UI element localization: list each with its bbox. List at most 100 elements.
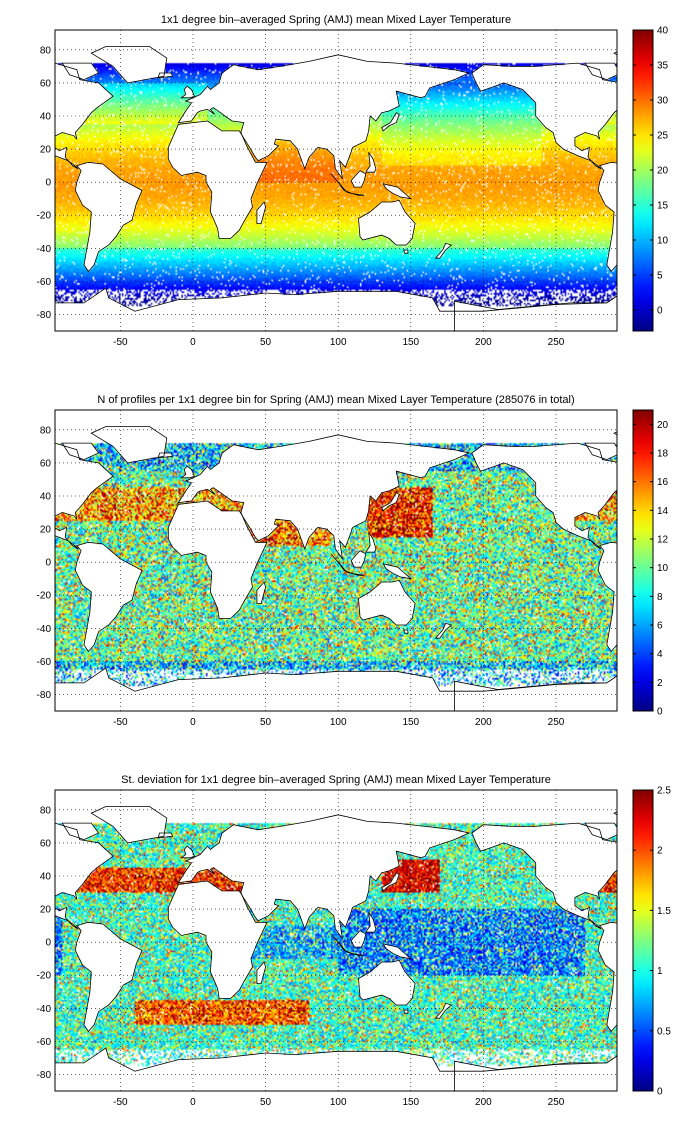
coastline	[358, 199, 416, 246]
coastline	[691, 121, 696, 238]
colorbar-tick-label: 2	[657, 678, 663, 689]
x-tick-label: 0	[190, 1097, 196, 1108]
coastline	[350, 930, 367, 948]
panel-profile-count: N of profiles per 1x1 degree bin for Spr…	[0, 380, 696, 760]
colorbar	[632, 29, 654, 332]
coastline	[157, 452, 174, 459]
y-tick-label: 0	[45, 178, 51, 189]
x-tick-label: 150	[402, 717, 419, 728]
x-tick-label: 100	[330, 717, 347, 728]
y-tick-label: 20	[40, 905, 52, 916]
x-tick-label: 100	[330, 1097, 347, 1108]
y-tick-label: -60	[37, 1037, 52, 1048]
colorbar-tick-label: 40	[657, 26, 669, 37]
coastline	[382, 563, 413, 580]
coastlines	[55, 806, 696, 1091]
colorbar-tick-label: 0	[657, 1087, 663, 1098]
x-tick-label: 150	[402, 1097, 419, 1108]
coastline	[74, 541, 143, 653]
coastline	[74, 161, 143, 273]
y-tick-label: -60	[37, 657, 52, 668]
y-tick-label: 20	[40, 145, 52, 156]
colorbar-tick-label: 20	[657, 420, 669, 431]
coastline	[365, 912, 377, 933]
y-tick-label: 0	[45, 558, 51, 569]
x-tick-label: 0	[190, 337, 196, 348]
y-tick-label: -40	[37, 244, 52, 255]
colorbar-tick-label: 0	[657, 707, 663, 718]
coastline	[55, 667, 617, 711]
coastline	[382, 183, 413, 200]
coastline	[358, 579, 416, 626]
y-tick-label: 80	[40, 45, 52, 56]
coastline	[691, 501, 696, 618]
coastline	[256, 581, 267, 604]
coastline	[177, 434, 471, 560]
chart-title: St. deviation for 1x1 degree bin–average…	[121, 774, 551, 786]
colorbar-tick-label: 10	[657, 563, 669, 574]
coastline	[681, 453, 696, 458]
y-tick-label: 60	[40, 838, 52, 849]
coastline	[167, 120, 268, 239]
coastline	[691, 881, 696, 998]
panel-temperature: 1x1 degree bin–averaged Spring (AMJ) mea…	[0, 0, 696, 380]
coastline	[177, 814, 471, 940]
y-tick-label: 60	[40, 458, 52, 469]
colorbar-tick-label: 8	[657, 592, 663, 603]
y-tick-label: 80	[40, 805, 52, 816]
coastline	[61, 442, 100, 461]
x-tick-label: 250	[548, 1097, 565, 1108]
coastline	[256, 201, 267, 224]
colorbar	[632, 789, 654, 1092]
coastline	[402, 629, 409, 634]
colorbar-tick-label: 25	[657, 131, 669, 142]
x-tick-label: 100	[330, 337, 347, 348]
coastline	[61, 822, 100, 841]
colorbar-tick-label: 20	[657, 166, 669, 177]
temperature-map: 1x1 degree bin–averaged Spring (AMJ) mea…	[37, 14, 696, 348]
x-tick-label: 50	[260, 337, 272, 348]
colorbar-tick-label: 16	[657, 477, 669, 488]
x-tick-label: 50	[260, 1097, 272, 1108]
coastline	[157, 832, 174, 839]
coastline	[177, 54, 471, 180]
coastline	[471, 442, 617, 550]
coastline	[584, 442, 617, 461]
coastline	[180, 845, 195, 859]
panel-stdev: St. deviation for 1x1 degree bin–average…	[0, 760, 696, 1140]
x-tick-label: 200	[475, 1097, 492, 1108]
coastlines	[55, 426, 696, 711]
heatmap-field	[55, 790, 617, 1091]
colorbar-tick-label: 4	[657, 649, 663, 660]
coastline	[350, 550, 367, 568]
coastline	[584, 822, 617, 841]
coastline	[434, 242, 453, 259]
coastlines	[55, 46, 696, 331]
y-tick-label: -20	[37, 591, 52, 602]
y-tick-label: 0	[45, 938, 51, 949]
y-tick-label: -40	[37, 1004, 52, 1015]
coastline	[365, 532, 377, 553]
x-tick-label: 250	[548, 337, 565, 348]
axes-frame	[54, 29, 618, 332]
x-tick-label: -50	[113, 717, 128, 728]
coastline	[256, 961, 267, 984]
y-tick-label: -40	[37, 624, 52, 635]
colorbar-tick-label: 5	[657, 271, 663, 282]
coastline	[402, 1009, 409, 1014]
stdev-map: St. deviation for 1x1 degree bin–average…	[37, 774, 696, 1108]
colorbar-tick-label: 15	[657, 201, 669, 212]
coastline	[55, 287, 617, 331]
colorbar-tick-label: 2.5	[657, 786, 671, 797]
y-tick-label: -80	[37, 310, 52, 321]
coastline	[55, 1047, 617, 1091]
x-tick-label: 50	[260, 717, 272, 728]
axes-frame	[54, 789, 618, 1092]
y-tick-label: 60	[40, 78, 52, 89]
coastline	[434, 1002, 453, 1019]
chart-title: N of profiles per 1x1 degree bin for Spr…	[97, 394, 574, 406]
colorbar-tick-label: 1.5	[657, 906, 671, 917]
coastline	[381, 112, 400, 132]
y-tick-label: 40	[40, 872, 52, 883]
coastline	[180, 465, 195, 479]
